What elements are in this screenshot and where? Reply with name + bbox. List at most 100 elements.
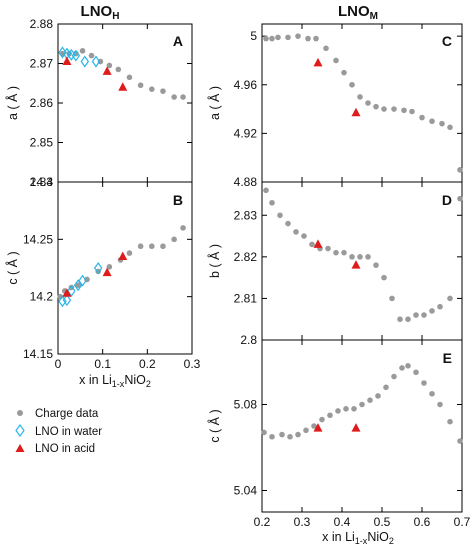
x-tick-label: 0.6 <box>414 515 431 529</box>
charge-data-point <box>365 100 371 106</box>
charge-data-point <box>263 35 269 42</box>
charge-data-point <box>333 57 339 64</box>
y-tick-label: 14.15 <box>23 347 53 361</box>
acid-data-point <box>62 288 72 297</box>
water-data-point <box>71 49 81 62</box>
charge-data-point <box>383 384 389 391</box>
legend-acid-label: LNO in acid <box>35 443 95 455</box>
charge-data-point <box>447 124 453 131</box>
x-tick-label: 0 <box>55 357 62 371</box>
acid-data-point <box>313 57 323 67</box>
acid-data-point <box>351 107 361 117</box>
x-tick-label: 0.7 <box>454 515 471 529</box>
charge-data-point <box>115 66 122 73</box>
panel-frame <box>57 181 193 355</box>
right-x-axis-label: x in Li1-xNiO2 <box>322 530 394 545</box>
y-tick-label: 5.04 <box>234 484 258 498</box>
charge-data-point <box>405 363 411 369</box>
charge-data-point <box>405 316 411 323</box>
panels: 2.842.852.862.872.88a ( Å )A 14.15 14.2 14.… <box>5 17 471 529</box>
charge-data-point <box>447 295 453 302</box>
y-tick-label: 2.84 <box>30 175 54 189</box>
left-column-header: LNOH <box>81 3 120 22</box>
charge-data-point <box>160 243 166 250</box>
water-data-point <box>58 295 67 308</box>
charge-data-point <box>357 254 363 260</box>
y-tick-label: 2.8 <box>240 333 257 347</box>
y-tick-label: 14.2 <box>30 290 54 304</box>
charge-data-point <box>295 33 301 39</box>
x-tick-label: 0.4 <box>334 515 351 529</box>
charge-data-point <box>305 35 311 42</box>
charge-data-point <box>409 108 415 115</box>
x-tick-label: 0.3 <box>184 357 201 371</box>
charge-data-point <box>437 303 443 310</box>
charge-data-point <box>335 408 341 414</box>
charge-data-point <box>180 225 186 231</box>
charge-data-point <box>275 34 281 41</box>
charge-data-point <box>341 249 347 256</box>
charge-data-point <box>149 86 155 92</box>
panel-label: A <box>173 33 183 49</box>
charge-data-point <box>333 249 339 256</box>
x-tick-label: 0.2 <box>254 515 271 529</box>
y-tick-label: 2.82 <box>234 250 258 264</box>
y-tick-label: 4.92 <box>234 126 258 140</box>
y-tick-label: 2.83 <box>234 208 258 222</box>
charge-data-point <box>293 229 299 235</box>
charge-data-point <box>309 241 315 248</box>
charge-data-point <box>313 35 319 42</box>
charge-data-point <box>75 282 81 289</box>
charge-data-point <box>285 34 291 41</box>
charge-data-point <box>327 412 333 419</box>
charge-data-point <box>429 118 435 125</box>
panel-label: B <box>173 192 183 208</box>
y-axis-label: c ( Å ) <box>207 409 222 442</box>
charge-data-point <box>357 94 363 100</box>
left-x-axis-label: x in Li1-xNiO2 <box>79 373 151 389</box>
acid-data-point <box>102 267 112 277</box>
charge-data-point <box>160 88 166 94</box>
water-data-point <box>93 261 103 275</box>
charge-data-point <box>341 69 347 76</box>
panel-label: C <box>442 33 452 49</box>
charge-data-point <box>126 250 133 256</box>
panel-a: 2.84 2.85 2.86 2.87 2.88 a ( Å ) A <box>5 17 193 189</box>
charge-data-point <box>401 107 407 114</box>
acid-data-point <box>62 56 72 66</box>
charge-data-point <box>269 199 275 206</box>
y-tick-label: 2.88 <box>30 17 54 31</box>
charge-data-point <box>437 401 443 408</box>
panel-d: 2.8 2.81 2.82 2.83 b ( Å ) D <box>207 181 463 347</box>
charge-data-point <box>301 233 307 239</box>
charge-data-point <box>343 406 349 412</box>
acid-data-point <box>102 66 112 75</box>
panel-frame <box>261 339 463 513</box>
charge-data-point <box>171 94 177 100</box>
charge-data-point <box>323 45 329 52</box>
panel-frame <box>261 23 463 183</box>
water-data-point <box>80 55 90 68</box>
y-tick-label: 5.08 <box>234 398 258 412</box>
acid-data-point <box>118 82 128 91</box>
charge-data-point <box>381 274 387 281</box>
panel-label: D <box>442 192 452 208</box>
charge-data-point <box>311 423 317 429</box>
charge-data-point <box>359 401 365 408</box>
charge-data-point <box>389 295 395 302</box>
charge-data-point <box>149 243 155 250</box>
charge-data-point <box>399 365 405 371</box>
y-tick-label: 2.81 <box>234 291 258 305</box>
charge-data-point <box>367 397 373 404</box>
charge-data-point <box>419 114 425 121</box>
y-axis-label: a ( Å ) <box>207 86 222 120</box>
charge-data-point <box>325 245 331 252</box>
charge-data-point <box>421 312 427 318</box>
charge-data-point <box>413 312 419 318</box>
y-tick-label: 14.25 <box>23 232 53 246</box>
x-tick-label: 0.2 <box>139 357 156 371</box>
acid-data-point <box>313 239 323 248</box>
charge-data-point <box>180 94 186 100</box>
panel-frame <box>261 181 463 341</box>
